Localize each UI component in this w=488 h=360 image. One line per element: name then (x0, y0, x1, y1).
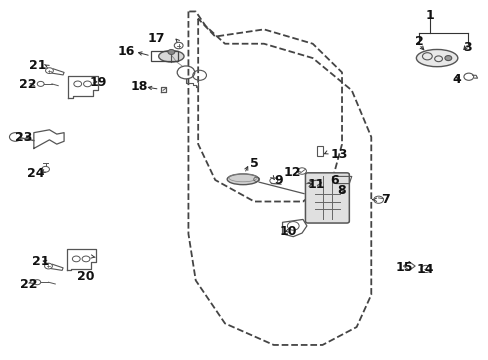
Text: 2: 2 (414, 35, 423, 49)
Circle shape (444, 55, 451, 60)
Text: 15: 15 (395, 261, 412, 274)
Text: 19: 19 (89, 76, 107, 89)
Text: 5: 5 (249, 157, 258, 170)
FancyBboxPatch shape (305, 173, 348, 223)
Text: 4: 4 (451, 73, 460, 86)
Text: 9: 9 (274, 174, 283, 187)
Text: 21: 21 (28, 59, 46, 72)
Text: 6: 6 (330, 174, 338, 186)
Text: 22: 22 (20, 278, 38, 291)
Text: 12: 12 (283, 166, 301, 179)
Ellipse shape (415, 49, 457, 67)
Text: 8: 8 (337, 184, 346, 197)
Text: 13: 13 (330, 148, 347, 161)
Text: 24: 24 (27, 167, 44, 180)
Text: 14: 14 (415, 263, 433, 276)
Bar (316, 146, 322, 156)
Text: 3: 3 (463, 41, 471, 54)
Text: 11: 11 (307, 178, 325, 191)
Text: 16: 16 (118, 45, 135, 58)
Circle shape (167, 49, 174, 54)
Text: 21: 21 (32, 255, 49, 268)
Text: 20: 20 (77, 270, 95, 283)
Text: 17: 17 (148, 32, 165, 45)
Text: 7: 7 (381, 193, 389, 206)
Text: 10: 10 (279, 225, 297, 238)
Text: 1: 1 (425, 9, 433, 22)
Text: 18: 18 (131, 80, 148, 93)
Ellipse shape (227, 174, 258, 185)
Text: 23: 23 (16, 131, 33, 144)
Text: 22: 22 (19, 78, 36, 91)
Ellipse shape (158, 50, 183, 62)
